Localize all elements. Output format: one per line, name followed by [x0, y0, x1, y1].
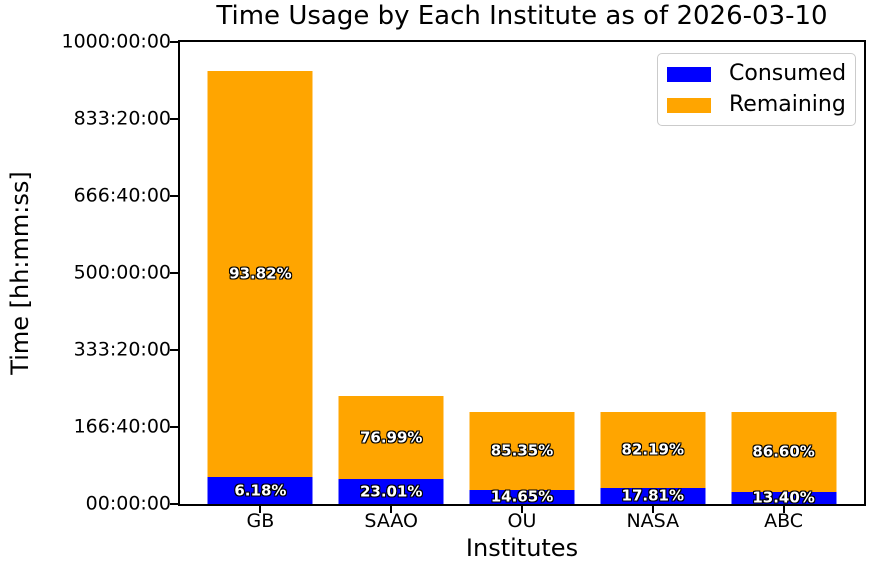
y-tick-label: 00:00:00 [85, 492, 171, 515]
x-tick-label-nasa: NASA [626, 510, 680, 532]
x-tick-mark-abc [782, 506, 785, 513]
x-axis-label: Institutes [465, 534, 579, 562]
chart-title: Time Usage by Each Institute as of 2026-… [216, 1, 828, 31]
y-axis-label: Time [hh:mm:ss] [6, 171, 34, 375]
x-ticks-row: GB SAAO OU NASA ABC [178, 511, 866, 532]
legend-label-remaining: Remaining [729, 92, 846, 117]
bar-ou-consumed-label: 14.65% [490, 487, 554, 506]
y-tick-label: 833:20:00 [73, 107, 171, 130]
bar-abc: 86.60% 13.40% [731, 411, 837, 507]
legend-swatch-remaining [667, 97, 711, 113]
bar-gb-remaining-label: 93.82% [229, 264, 292, 283]
y-tick-label: 333:20:00 [73, 338, 171, 361]
bar-abc-consumed-label: 13.40% [752, 488, 815, 507]
legend-swatch-consumed [667, 66, 711, 82]
x-tick-mark-saao [390, 506, 393, 513]
bar-saao-remaining-label: 76.99% [359, 428, 423, 447]
y-tick-mark [170, 349, 178, 351]
x-tick-label-saao: SAAO [364, 510, 418, 532]
bars-row: 93.82% 6.18% 76.99% 23.01% 85.35% 14.65% 82.19… [180, 42, 864, 513]
bar-ou-remaining-label: 85.35% [490, 441, 554, 460]
x-tick-label-ou: OU [507, 510, 537, 532]
bar-saao: 76.99% 23.01% [338, 396, 444, 504]
x-tick-label-abc: ABC [764, 510, 804, 532]
bar-saao-consumed-label: 23.01% [359, 482, 423, 501]
bar-slot-gb: 93.82% 6.18% [195, 42, 326, 513]
bar-nasa-remaining-label: 82.19% [621, 440, 685, 459]
bar-saao-consumed-segment: 23.01% [338, 479, 444, 504]
bar-abc-remaining-segment: 86.60% [731, 411, 837, 492]
y-tick-label: 500:00:00 [73, 261, 171, 284]
legend-item-consumed: Consumed [658, 63, 855, 85]
bar-gb-consumed-label: 6.18% [234, 481, 287, 500]
bar-ou: 85.35% 14.65% [469, 411, 575, 506]
x-tick-mark-nasa [651, 506, 654, 513]
y-tick-label: 166:40:00 [73, 415, 171, 438]
y-tick-mark [170, 503, 178, 505]
y-tick-mark [170, 426, 178, 428]
bar-nasa-consumed-segment: 17.81% [600, 486, 706, 505]
bar-gb-consumed-segment: 6.18% [207, 477, 313, 504]
bar-nasa-consumed-label: 17.81% [621, 486, 685, 505]
plot-area: 93.82% 6.18% 76.99% 23.01% 85.35% 14.65% 82.19… [178, 40, 866, 513]
bar-abc-remaining-label: 86.60% [752, 442, 815, 461]
bar-nasa: 82.19% 17.81% [600, 411, 706, 505]
bar-saao-remaining-segment: 76.99% [338, 396, 444, 480]
y-tick-label: 1000:00:00 [61, 30, 171, 53]
x-tick-label-gb: GB [246, 510, 275, 532]
bar-nasa-remaining-segment: 82.19% [600, 411, 706, 488]
legend: Consumed Remaining [657, 53, 856, 126]
legend-label-consumed: Consumed [729, 61, 847, 86]
y-tick-mark [170, 41, 178, 43]
x-tick-mark-gb [259, 506, 262, 513]
bar-abc-consumed-segment: 13.40% [731, 488, 837, 507]
bar-ou-remaining-segment: 85.35% [469, 411, 575, 491]
bar-slot-saao: 76.99% 23.01% [326, 42, 457, 513]
y-tick-mark [170, 118, 178, 120]
x-tick-mark-ou [520, 506, 523, 513]
bar-slot-nasa: 82.19% 17.81% [587, 42, 718, 513]
bar-ou-consumed-segment: 14.65% [469, 487, 575, 506]
bar-gb: 93.82% 6.18% [207, 70, 313, 504]
y-tick-mark [170, 195, 178, 197]
bar-slot-ou: 85.35% 14.65% [457, 42, 588, 513]
y-tick-mark [170, 272, 178, 274]
legend-item-remaining: Remaining [658, 94, 855, 116]
y-tick-label: 666:40:00 [73, 184, 171, 207]
bar-gb-remaining-segment: 93.82% [207, 70, 313, 478]
bar-slot-abc: 86.60% 13.40% [718, 42, 849, 513]
